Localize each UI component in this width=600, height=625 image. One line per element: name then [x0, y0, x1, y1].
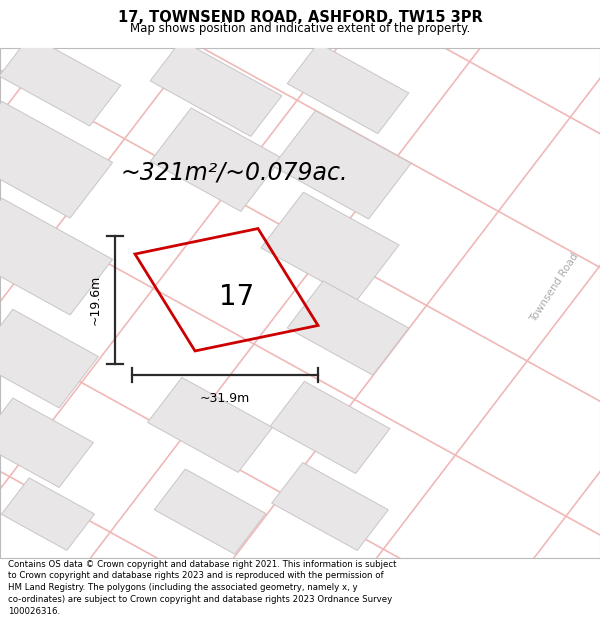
Polygon shape	[287, 43, 409, 134]
Polygon shape	[273, 111, 411, 219]
Text: 17: 17	[220, 283, 254, 311]
Polygon shape	[261, 192, 399, 301]
Text: Townsend Road: Townsend Road	[529, 251, 580, 324]
Polygon shape	[150, 40, 282, 136]
Text: ~19.6m: ~19.6m	[89, 275, 102, 325]
Polygon shape	[287, 281, 409, 375]
Polygon shape	[0, 398, 94, 488]
Polygon shape	[154, 469, 266, 554]
Text: ~321m²/~0.079ac.: ~321m²/~0.079ac.	[120, 161, 348, 184]
Text: Contains OS data © Crown copyright and database right 2021. This information is : Contains OS data © Crown copyright and d…	[8, 559, 397, 616]
Polygon shape	[270, 381, 390, 474]
Polygon shape	[1, 478, 95, 551]
Text: ~31.9m: ~31.9m	[200, 392, 250, 405]
Text: 17, TOWNSEND ROAD, ASHFORD, TW15 3PR: 17, TOWNSEND ROAD, ASHFORD, TW15 3PR	[118, 11, 482, 26]
Polygon shape	[150, 108, 282, 211]
Polygon shape	[148, 378, 272, 472]
Polygon shape	[0, 309, 98, 408]
Polygon shape	[0, 101, 113, 218]
Polygon shape	[272, 462, 388, 551]
Polygon shape	[0, 198, 113, 315]
Polygon shape	[0, 36, 121, 126]
Text: Map shows position and indicative extent of the property.: Map shows position and indicative extent…	[130, 22, 470, 35]
